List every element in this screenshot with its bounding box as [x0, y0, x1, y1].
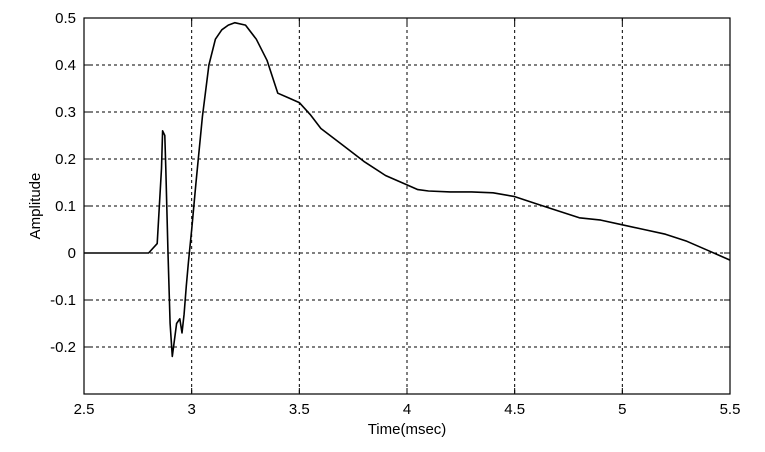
y-axis-label: Amplitude: [27, 173, 44, 240]
y-tick-label: 0: [68, 245, 76, 262]
y-tick-label: -0.1: [50, 292, 76, 309]
x-tick-label: 2.5: [74, 401, 95, 418]
y-tick-label: 0.3: [55, 104, 76, 121]
y-tick-label: 0.2: [55, 151, 76, 168]
y-tick-label: -0.2: [50, 339, 76, 356]
y-tick-label: 0.5: [55, 10, 76, 27]
x-tick-labels: 2.5 3 3.5 4 4.5 5 5.5: [74, 401, 741, 418]
x-tick-label: 3: [187, 401, 195, 418]
x-tick-label: 5: [618, 401, 626, 418]
y-tick-label: 0.4: [55, 57, 76, 74]
x-tick-label: 5.5: [720, 401, 741, 418]
x-axis-label: Time(msec): [368, 421, 447, 438]
x-tick-label: 3.5: [289, 401, 310, 418]
y-tick-label: 0.1: [55, 198, 76, 215]
y-tick-labels: -0.2 -0.1 0 0.1 0.2 0.3 0.4 0.5: [50, 10, 76, 356]
x-tick-label: 4: [403, 401, 411, 418]
x-tick-label: 4.5: [504, 401, 525, 418]
series-line: [84, 21, 731, 358]
grid: [84, 18, 730, 394]
